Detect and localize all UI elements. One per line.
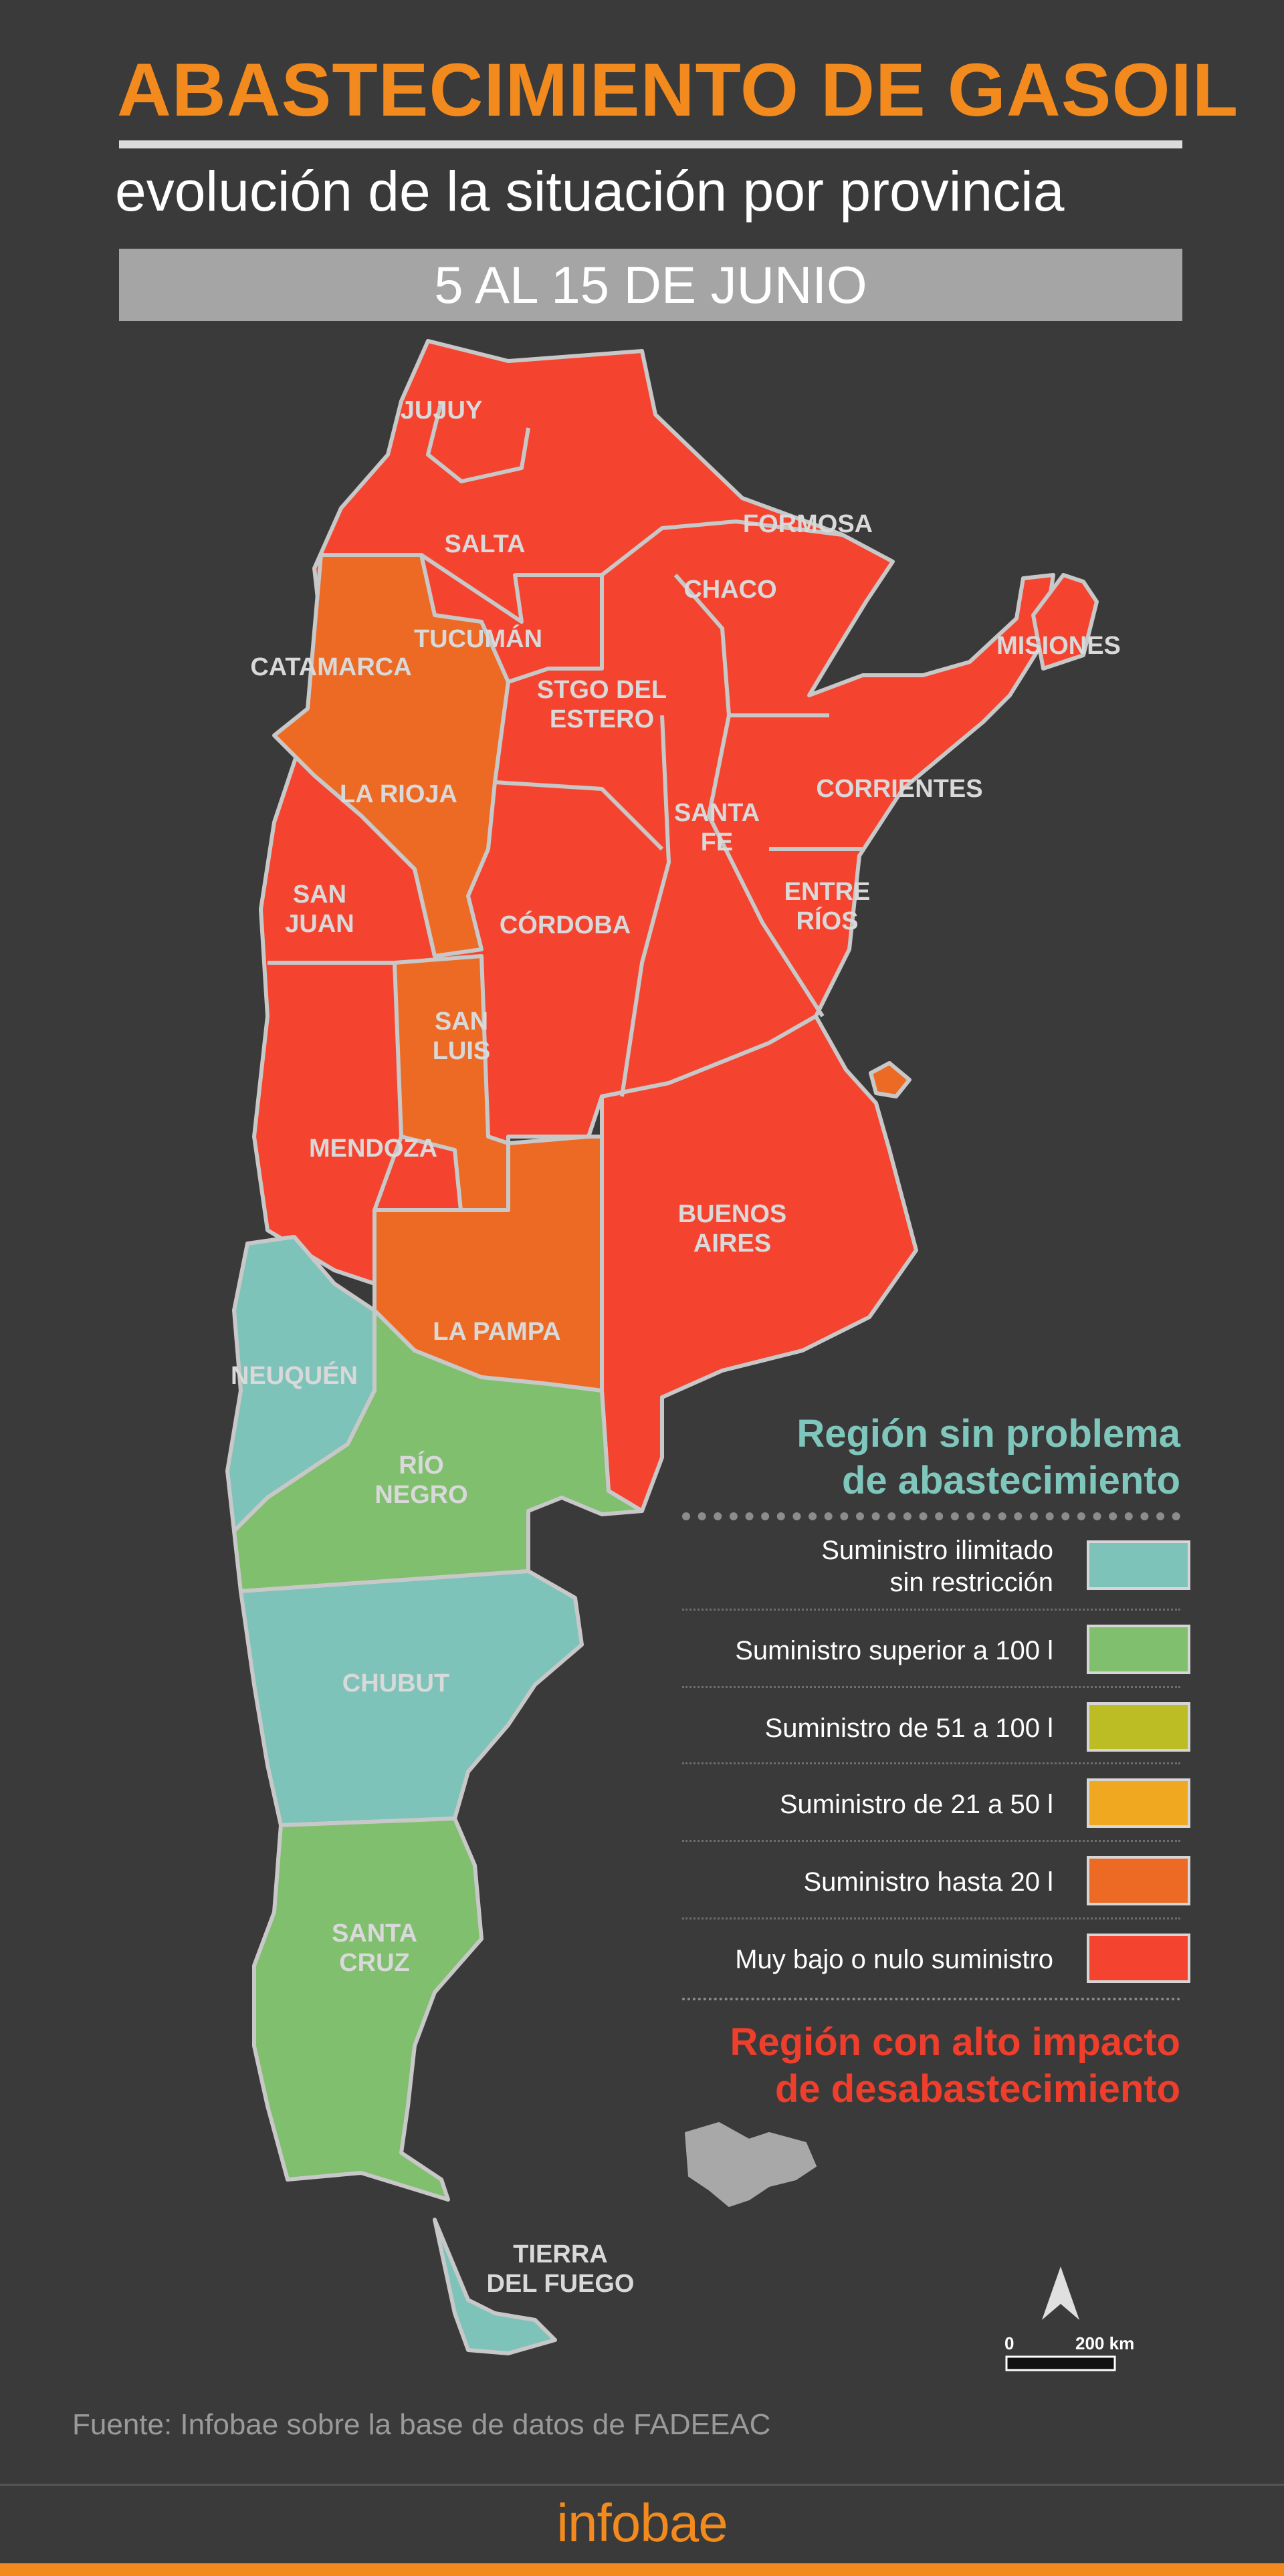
north-arrow-icon	[1042, 2266, 1079, 2320]
legend-item-over-100: Suministro superior a 100 l	[602, 1622, 1190, 1679]
legend-swatch-21-50	[1087, 1778, 1190, 1828]
province-label-santafe-line2: FE	[701, 828, 734, 856]
province-shape-islet	[869, 1061, 912, 1098]
province-label-tdf-line1: TIERRA	[513, 2240, 607, 2268]
legend-swatch-up-to-20	[1087, 1856, 1190, 1905]
legend-item-label-line2: sin restricción	[889, 1568, 1053, 1597]
legend-item-label: Suministro hasta 20 l	[803, 1867, 1053, 1897]
map-subtitle: evolución de la situación por provincia	[115, 160, 1065, 223]
province-shape-catamarca-la-rioja	[272, 553, 510, 958]
legend-item-label-line1: Suministro ilimitado	[821, 1536, 1053, 1565]
province-label-formosa: FORMOSA	[743, 510, 873, 538]
province-label-chubut: CHUBUT	[342, 1669, 449, 1697]
province-label-tdf-line2: DEL FUEGO	[487, 2270, 635, 2298]
legend-item-label: Suministro de 51 a 100 l	[764, 1714, 1053, 1743]
boundary-chaco-stgo	[673, 574, 829, 717]
boundary-mendoza-lapampa	[372, 1135, 403, 1211]
legend-item-21-50: Suministro de 21 a 50 l	[602, 1776, 1190, 1833]
scale-bar	[1005, 2355, 1116, 2371]
legend-heading-good-line2: de abastecimiento	[841, 1459, 1180, 1502]
province-shape-misiones	[1031, 573, 1099, 671]
province-label-entrerios-line2: RÍOS	[796, 906, 859, 935]
province-label-chaco: CHACO	[683, 576, 776, 604]
legend-divider-bottom	[682, 1998, 1180, 2000]
legend-heading-bad-line2: de desabastecimiento	[775, 2067, 1180, 2111]
legend-item-unlimited: Suministro ilimitado sin restricción	[602, 1536, 1190, 1597]
province-shape-rio-negro	[232, 1308, 644, 1593]
province-label-tucuman: TUCUMÁN	[414, 624, 542, 653]
footer-accent-bar	[0, 2563, 1284, 2576]
legend-item-label: Suministro superior a 100 l	[735, 1636, 1053, 1665]
province-shape-chubut	[239, 1569, 584, 1827]
province-label-stgo-line2: ESTERO	[550, 705, 654, 733]
province-label-sanluis-line2: LUIS	[433, 1037, 491, 1065]
boundary-tucuman-stgo	[508, 575, 604, 684]
province-label-stgo-line1: STGO DEL	[537, 676, 667, 704]
province-label-sanluis-line1: SAN	[435, 1008, 488, 1036]
legend-item-label: Muy bajo o nulo suministro	[735, 1945, 1053, 1974]
province-label-sanjuan-line1: SAN	[293, 881, 346, 909]
province-label-bsas-line1: BUENOS	[678, 1200, 787, 1228]
scale-bar-end-label: 200 km	[1075, 2333, 1134, 2353]
legend-item-very-low: Muy bajo o nulo suministro	[602, 1931, 1190, 1988]
islands-shape-malvinas	[685, 2122, 817, 2207]
boundary-stgo-cordoba	[494, 780, 664, 851]
footer-divider	[0, 2484, 1284, 2486]
province-label-la-rioja: LA RIOJA	[340, 780, 457, 808]
province-label-sanjuan-line2: JUAN	[285, 910, 354, 938]
brand-logo: infobae	[556, 2493, 728, 2553]
province-label-rionegro-line1: RÍO	[399, 1450, 444, 1480]
legend-item-51-100: Suministro de 51 a 100 l	[602, 1700, 1190, 1757]
province-label-santacruz-line1: SANTA	[332, 1919, 417, 1948]
province-shape-santa-cruz	[252, 1817, 484, 2202]
legend-heading-good-line1: Región sin problema	[796, 1412, 1180, 1455]
legend-divider-top	[682, 1512, 1180, 1520]
legend-swatch-over-100	[1087, 1625, 1190, 1674]
province-label-santacruz-line2: CRUZ	[339, 1949, 410, 1977]
boundary-santafe-east	[707, 715, 825, 1018]
province-label-mendoza: MENDOZA	[309, 1135, 437, 1163]
legend-heading-bad-region: Región con alto impacto de desabastecimi…	[602, 2019, 1181, 2113]
legend-separator	[682, 1917, 1180, 1919]
province-label-entrerios-line1: ENTRE	[784, 878, 871, 906]
province-label-salta: SALTA	[444, 530, 525, 558]
date-range-bar: 5 AL 15 DE JUNIO	[119, 249, 1182, 321]
scale-bar-start-label: 0	[1004, 2333, 1014, 2353]
boundary-salta-south	[420, 553, 602, 624]
province-label-misiones: MISIONES	[996, 632, 1121, 660]
legend-separator	[682, 1840, 1180, 1842]
legend-swatch-very-low	[1087, 1934, 1190, 1983]
map-title: ABASTECIMIENTO DE GASOIL	[117, 48, 1239, 132]
province-label-jujuy: JUJUY	[401, 396, 483, 425]
province-label-cordoba: CÓRDOBA	[500, 910, 631, 939]
date-range-text: 5 AL 15 DE JUNIO	[434, 255, 867, 314]
province-label-santafe-line1: SANTA	[674, 799, 760, 827]
province-label-neuquen: NEUQUÉN	[231, 1361, 358, 1390]
province-label-la-pampa: LA PAMPA	[433, 1318, 560, 1346]
source-note: Fuente: Infobae sobre la base de datos d…	[72, 2408, 771, 2441]
boundary-jujuy-salta	[426, 400, 530, 483]
province-label-rionegro-line2: NEGRO	[374, 1481, 467, 1509]
legend-separator	[682, 1762, 1180, 1764]
province-label-catamarca: CATAMARCA	[250, 653, 411, 681]
legend-heading-good-region: Región sin problema de abastecimiento	[682, 1411, 1180, 1504]
legend-separator	[682, 1686, 1180, 1688]
province-label-bsas-line2: AIRES	[693, 1230, 771, 1258]
legend-swatch-51-100	[1087, 1702, 1190, 1752]
legend-item-up-to-20: Suministro hasta 20 l	[602, 1853, 1190, 1911]
legend-item-label: Suministro ilimitado sin restricción	[821, 1536, 1053, 1597]
province-label-corrientes: CORRIENTES	[816, 775, 982, 803]
title-divider	[119, 140, 1182, 148]
boundary-formosa-chaco	[601, 519, 843, 577]
legend-item-label: Suministro de 21 a 50 l	[779, 1790, 1053, 1819]
legend-separator	[682, 1609, 1180, 1611]
legend-swatch-unlimited	[1087, 1540, 1190, 1590]
boundary-santafe-west	[620, 715, 671, 1097]
legend-heading-bad-line1: Región con alto impacto	[730, 2020, 1181, 2064]
province-shape-tierra-del-fuego	[433, 2218, 557, 2355]
boundary-larioja-sanjuan	[313, 774, 437, 957]
